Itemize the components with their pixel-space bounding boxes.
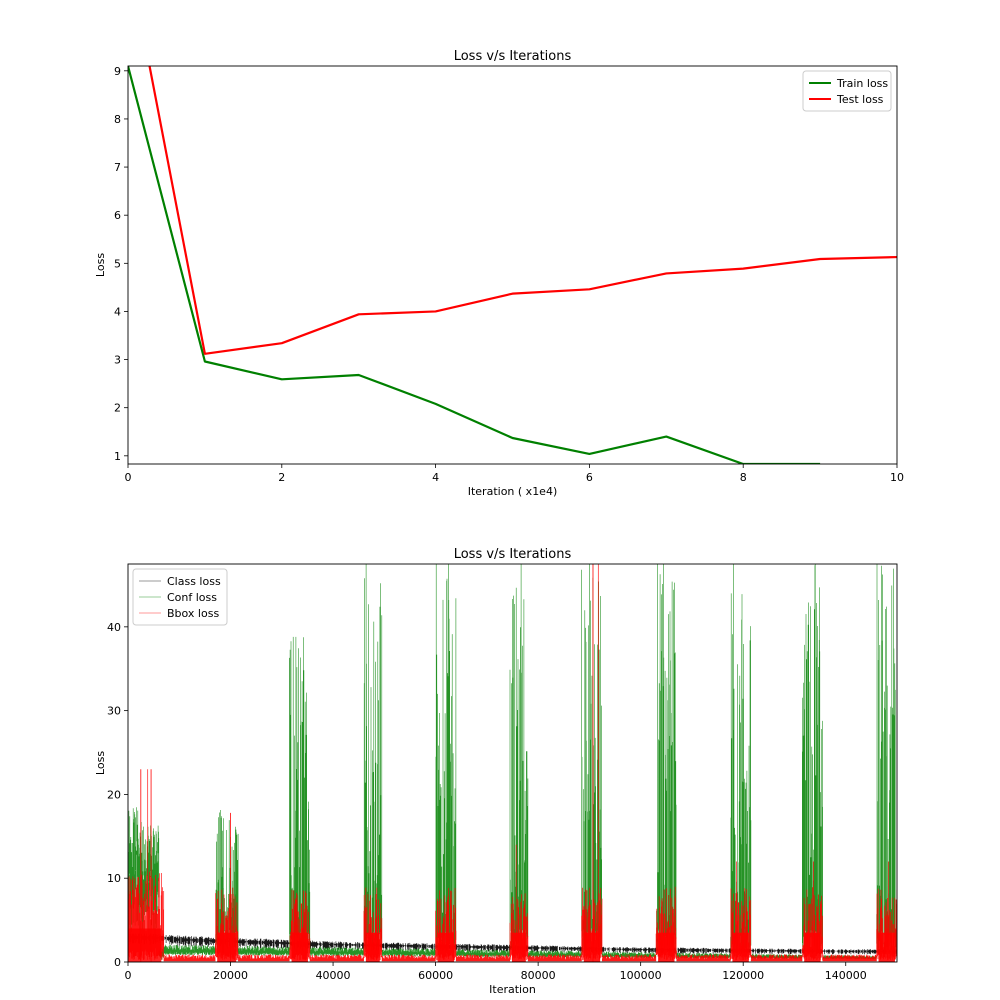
bbox-dense-band (128, 928, 162, 962)
bbox-dense-band (658, 932, 675, 962)
x-tick-label: 80000 (521, 969, 556, 982)
bbox-dense-band (365, 932, 380, 962)
series-line-2 (148, 66, 897, 355)
x-tick-label: 100000 (620, 969, 662, 982)
y-tick-label: 2 (114, 402, 121, 415)
bbox-dense-band (804, 932, 821, 962)
x-tick-label: 10 (890, 471, 904, 484)
bbox-dense-band (437, 932, 455, 962)
y-tick-label: 10 (107, 872, 121, 885)
chart-1: Loss v/s Iterations Iteration ( x1e4) Loss… (94, 49, 904, 498)
axes-frame (127, 563, 898, 963)
legend-label: Bbox loss (167, 607, 219, 620)
y-tick-label: 6 (114, 209, 121, 222)
y-tick-label: 3 (114, 354, 121, 367)
chart-title: Loss v/s Iterations (454, 547, 572, 562)
y-tick-label: 9 (114, 65, 121, 78)
y-tick-label: 5 (114, 257, 121, 270)
x-tick-label: 20000 (213, 969, 248, 982)
series-line-1 (128, 66, 821, 464)
legend-box (132, 568, 228, 626)
legend-label: Conf loss (167, 591, 217, 604)
x-tick-label: 0 (125, 969, 132, 982)
legend: Train loss Test loss (802, 70, 892, 112)
y-tick-label: 7 (114, 161, 121, 174)
bbox-dense-band (878, 932, 895, 962)
bbox-dense-band (291, 932, 308, 962)
axes-frame (127, 65, 898, 465)
y-tick-label: 0 (114, 956, 121, 969)
y-tick-label: 40 (107, 621, 121, 634)
bbox-dense-band (217, 932, 237, 962)
y-tick-label: 8 (114, 113, 121, 126)
y-tick-label: 4 (114, 305, 121, 318)
plot-area (128, 66, 897, 464)
x-tick-label: 6 (586, 471, 593, 484)
chart-2: Loss v/s Iterations Iteration Loss 0 20000 40… (94, 547, 898, 996)
bbox-dense-band (583, 932, 601, 962)
y-tick-label: 20 (107, 788, 121, 801)
legend-label: Train loss (836, 77, 888, 90)
chart-title: Loss v/s Iterations (454, 49, 572, 64)
legend-box (802, 70, 892, 112)
legend: Class loss Conf loss Bbox loss (132, 568, 228, 626)
bbox-dense-band (511, 932, 526, 962)
y-axis-label: Loss (94, 751, 107, 775)
plot-area (128, 564, 897, 962)
x-tick-label: 140000 (825, 969, 867, 982)
x-axis-label: Iteration ( x1e4) (468, 485, 558, 498)
legend-label: Class loss (167, 575, 221, 588)
x-tick-label: 40000 (316, 969, 351, 982)
y-axis-label: Loss (94, 253, 107, 277)
legend-label: Test loss (836, 93, 884, 106)
y-tick-label: 30 (107, 705, 121, 718)
x-tick-label: 120000 (722, 969, 764, 982)
x-tick-label: 60000 (418, 969, 453, 982)
x-tick-label: 2 (278, 471, 285, 484)
x-tick-label: 0 (125, 471, 132, 484)
y-tick-label: 1 (114, 450, 121, 463)
bbox-dense-band (732, 932, 749, 962)
x-axis-label: Iteration (489, 983, 536, 996)
x-tick-label: 8 (740, 471, 747, 484)
x-tick-label: 4 (432, 471, 439, 484)
